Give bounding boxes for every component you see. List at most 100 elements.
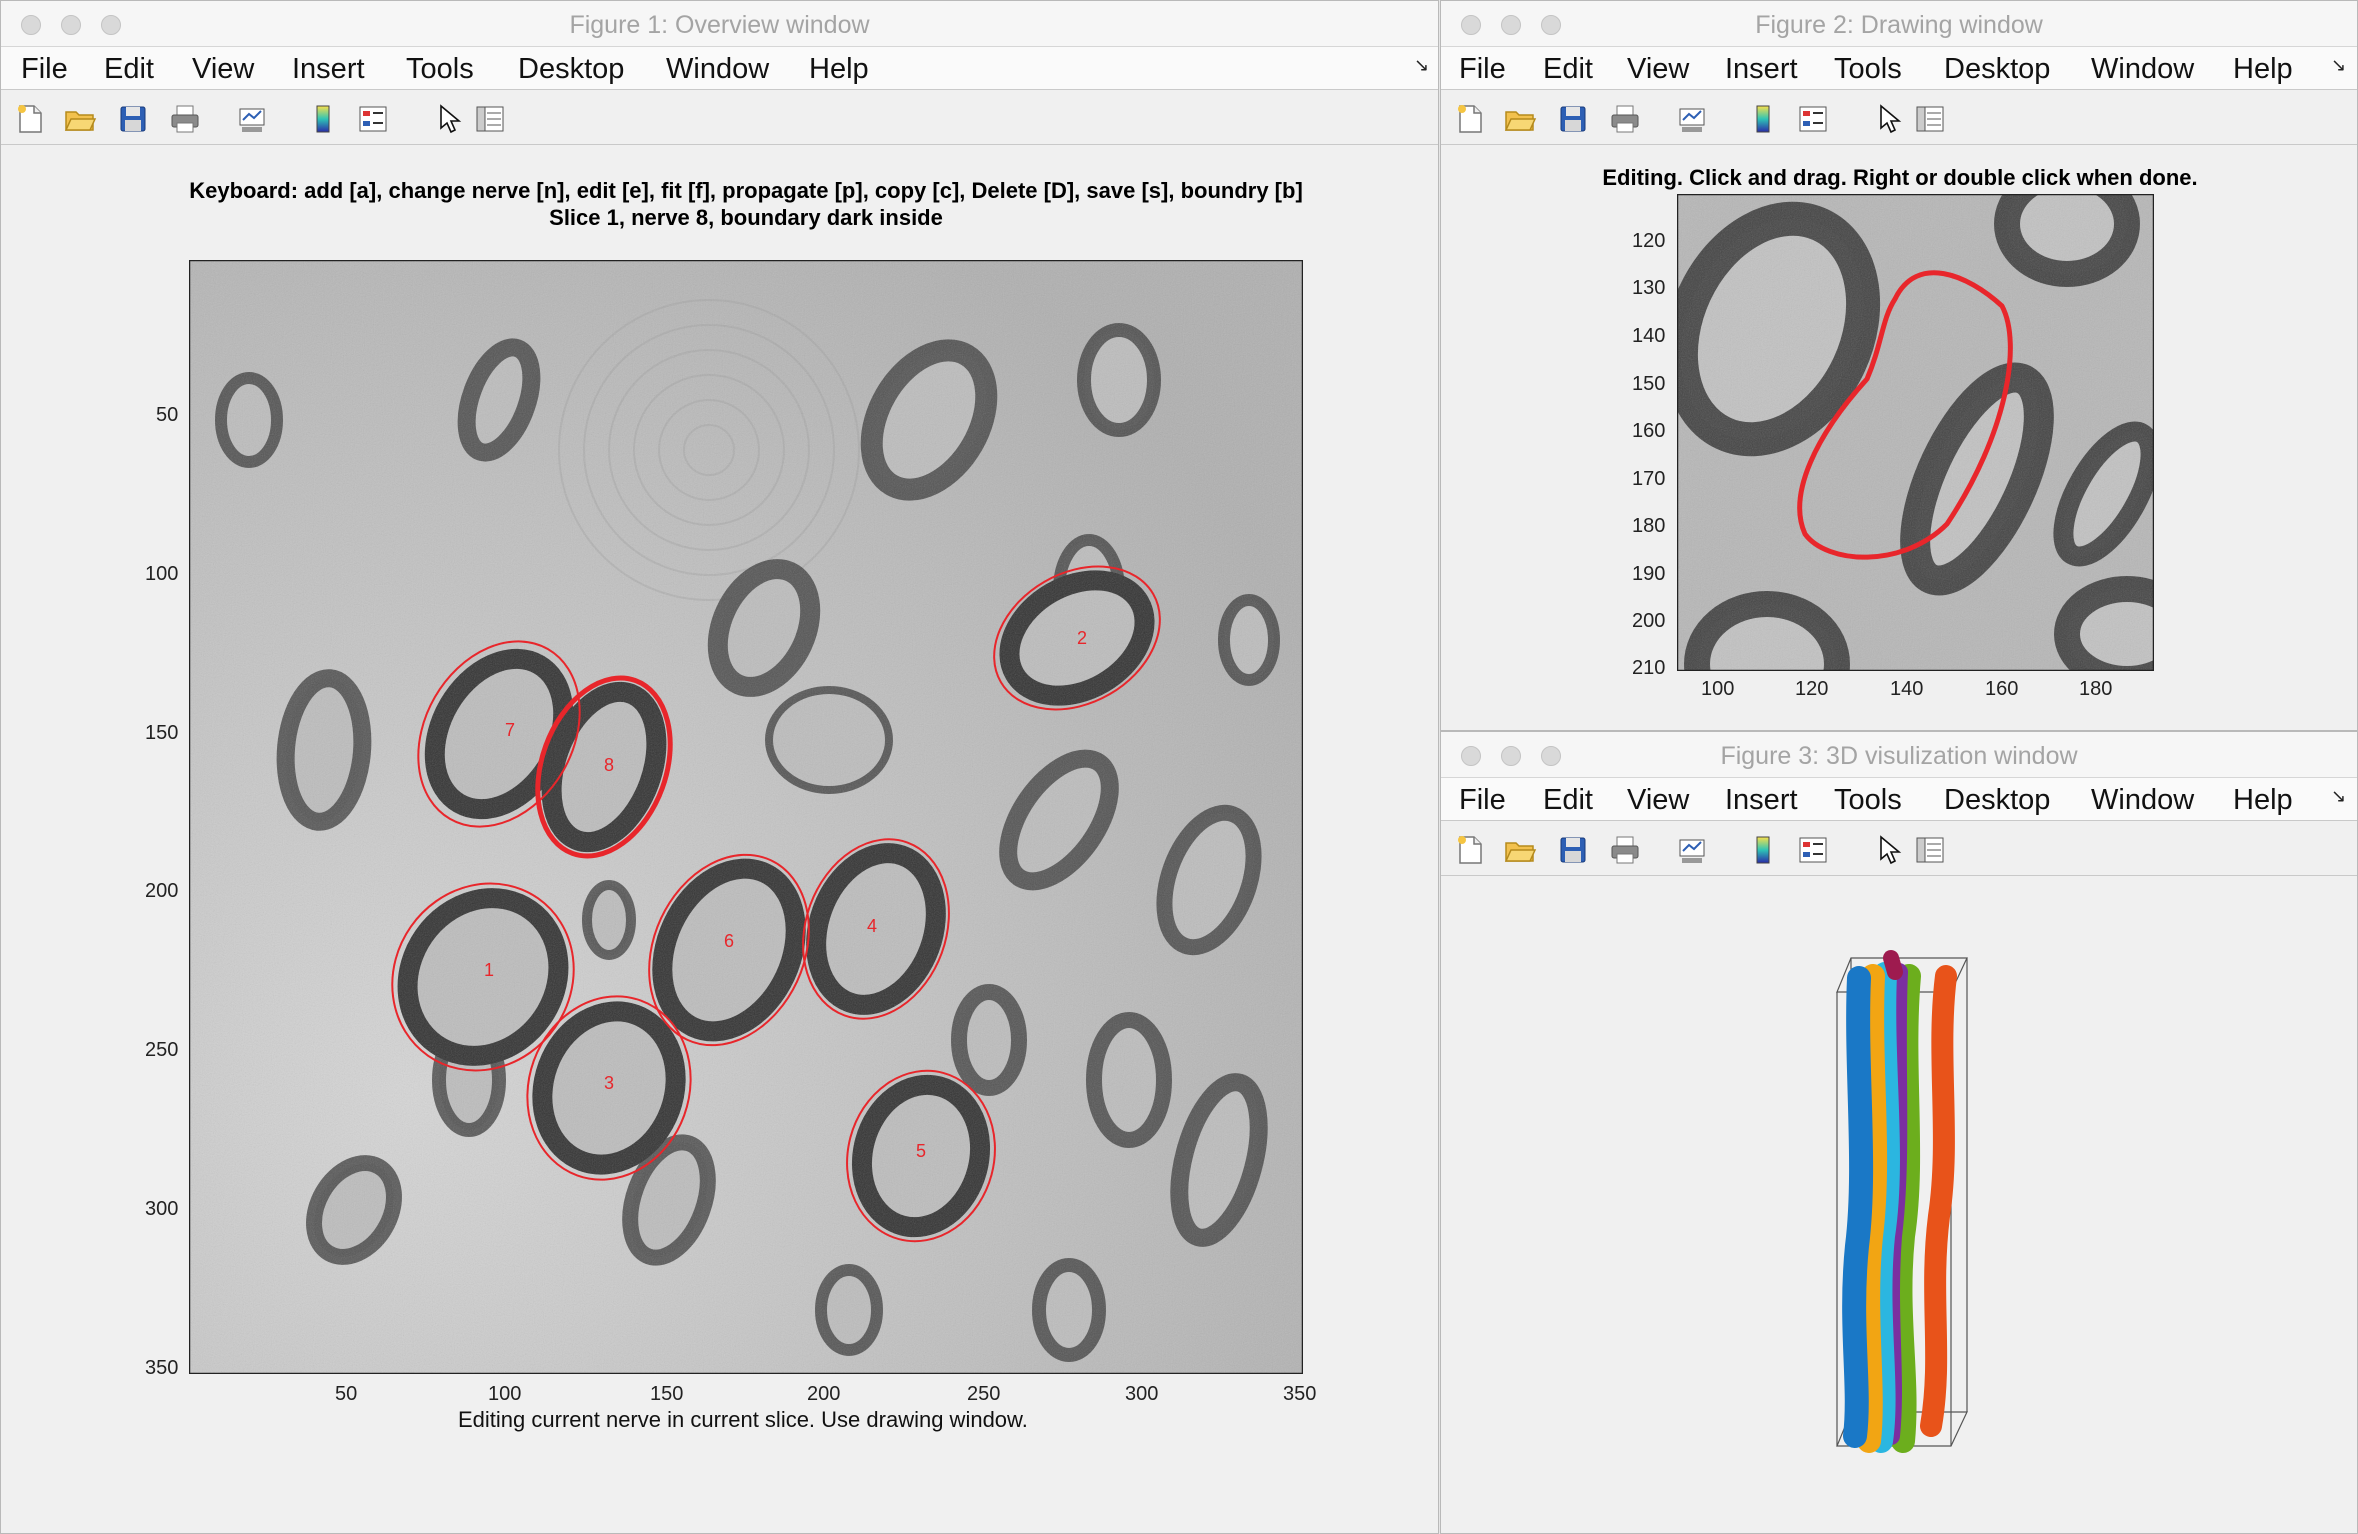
figure3-titlebar[interactable]: Figure 3: 3D visulization window xyxy=(1441,732,2357,778)
window-title: Figure 1: Overview window xyxy=(569,11,870,39)
colorbar-icon[interactable] xyxy=(306,102,340,136)
save-icon[interactable] xyxy=(1556,833,1590,867)
overview-image-axes[interactable]: 1 2 3 4 5 6 7 8 xyxy=(189,260,1303,1374)
menu-desktop[interactable]: Desktop xyxy=(1944,53,2051,85)
dock-arrow-icon[interactable]: ↘ xyxy=(1414,55,1430,75)
figure-toolbar xyxy=(1441,90,2357,145)
new-figure-icon[interactable] xyxy=(13,102,47,136)
close-button[interactable] xyxy=(1461,746,1481,766)
y-tick-label: 200 xyxy=(145,880,179,902)
axes-title-line1: Keyboard: add [a], change nerve [n], edi… xyxy=(189,178,1303,203)
zoom-button[interactable] xyxy=(1541,746,1561,766)
menu-bar: File Edit View Insert Tools Desktop Wind… xyxy=(1441,778,2357,821)
link-plot-icon[interactable] xyxy=(1675,833,1709,867)
x-tick-label: 140 xyxy=(1890,678,1924,700)
menu-window[interactable]: Window xyxy=(666,53,770,85)
tube-orange xyxy=(1920,965,1957,1437)
close-button[interactable] xyxy=(21,15,41,35)
legend-icon[interactable] xyxy=(1796,833,1830,867)
property-inspector-icon[interactable] xyxy=(1913,833,1947,867)
nerve-outline-3 xyxy=(526,995,692,1181)
x-tick-label: 350 xyxy=(1283,1383,1317,1405)
dock-arrow-icon[interactable]: ↘ xyxy=(2331,786,2347,806)
editing-outline xyxy=(1797,270,2013,560)
menu-file[interactable]: File xyxy=(1459,53,1506,85)
open-file-icon[interactable] xyxy=(1503,102,1537,136)
x-tick-label: 100 xyxy=(488,1383,522,1405)
menu-tools[interactable]: Tools xyxy=(406,53,474,85)
drawing-image-axes[interactable] xyxy=(1677,194,2154,671)
new-figure-icon[interactable] xyxy=(1453,102,1487,136)
open-file-icon[interactable] xyxy=(1503,833,1537,867)
new-figure-icon[interactable] xyxy=(1453,833,1487,867)
y-tick-label: 190 xyxy=(1632,563,1666,585)
menu-view[interactable]: View xyxy=(1627,53,1690,85)
close-button[interactable] xyxy=(1461,15,1481,35)
figure2-titlebar[interactable]: Figure 2: Drawing window xyxy=(1441,1,2357,47)
menu-desktop[interactable]: Desktop xyxy=(518,53,625,85)
menu-desktop[interactable]: Desktop xyxy=(1944,784,2051,816)
menu-window[interactable]: Window xyxy=(2091,53,2195,85)
save-icon[interactable] xyxy=(1556,102,1590,136)
menu-help[interactable]: Help xyxy=(2233,784,2293,816)
minimize-button[interactable] xyxy=(1501,746,1521,766)
x-tick-label: 200 xyxy=(807,1383,841,1405)
menu-file[interactable]: File xyxy=(1459,784,1506,816)
print-icon[interactable] xyxy=(168,102,202,136)
figure1-window: Figure 1: Overview window File Edit View… xyxy=(0,0,1439,1534)
colorbar-icon[interactable] xyxy=(1746,102,1780,136)
nerve-outline-5 xyxy=(846,1069,996,1243)
menu-edit[interactable]: Edit xyxy=(104,53,154,85)
menu-insert[interactable]: Insert xyxy=(292,53,365,85)
3d-visualization-axes[interactable] xyxy=(1811,936,2031,1476)
menu-edit[interactable]: Edit xyxy=(1543,784,1593,816)
figure1-titlebar[interactable]: Figure 1: Overview window xyxy=(1,1,1438,47)
menu-tools[interactable]: Tools xyxy=(1834,784,1902,816)
nerve-label-7: 7 xyxy=(505,720,515,740)
menu-file[interactable]: File xyxy=(21,53,68,85)
minimize-button[interactable] xyxy=(1501,15,1521,35)
y-tick-label: 300 xyxy=(145,1198,179,1220)
nerve-label-2: 2 xyxy=(1077,628,1087,648)
menu-insert[interactable]: Insert xyxy=(1725,784,1798,816)
menu-view[interactable]: View xyxy=(1627,784,1690,816)
link-plot-icon[interactable] xyxy=(235,102,269,136)
menu-view[interactable]: View xyxy=(192,53,255,85)
nerve-label-5: 5 xyxy=(916,1141,926,1161)
menu-tools[interactable]: Tools xyxy=(1834,53,1902,85)
legend-icon[interactable] xyxy=(356,102,390,136)
save-icon[interactable] xyxy=(116,102,150,136)
legend-icon[interactable] xyxy=(1796,102,1830,136)
menu-edit[interactable]: Edit xyxy=(1543,53,1593,85)
x-tick-label: 100 xyxy=(1701,678,1735,700)
zoom-button[interactable] xyxy=(1541,15,1561,35)
nerve-outline-2 xyxy=(993,565,1161,711)
pointer-icon[interactable] xyxy=(431,102,465,136)
window-title: Figure 3: 3D visulization window xyxy=(1720,742,2078,770)
link-plot-icon[interactable] xyxy=(1675,102,1709,136)
figure3-window: Figure 3: 3D visulization window File Ed… xyxy=(1440,731,2358,1534)
print-icon[interactable] xyxy=(1608,102,1642,136)
colorbar-icon[interactable] xyxy=(1746,833,1780,867)
y-tick-label: 140 xyxy=(1632,325,1666,347)
x-tick-label: 180 xyxy=(2079,678,2113,700)
minimize-button[interactable] xyxy=(61,15,81,35)
menu-help[interactable]: Help xyxy=(2233,53,2293,85)
open-file-icon[interactable] xyxy=(63,102,97,136)
dock-arrow-icon[interactable]: ↘ xyxy=(2331,55,2347,75)
menu-window[interactable]: Window xyxy=(2091,784,2195,816)
property-inspector-icon[interactable] xyxy=(473,102,507,136)
pointer-icon[interactable] xyxy=(1871,102,1905,136)
menu-help[interactable]: Help xyxy=(809,53,869,85)
nerve-label-4: 4 xyxy=(867,916,877,936)
zoom-button[interactable] xyxy=(101,15,121,35)
property-inspector-icon[interactable] xyxy=(1913,102,1947,136)
y-tick-label: 130 xyxy=(1632,277,1666,299)
nerve-label-3: 3 xyxy=(604,1073,614,1093)
print-icon[interactable] xyxy=(1608,833,1642,867)
pointer-icon[interactable] xyxy=(1871,833,1905,867)
status-text: Editing current nerve in current slice. … xyxy=(458,1407,1028,1432)
figure3-canvas xyxy=(1441,876,2357,1533)
menu-insert[interactable]: Insert xyxy=(1725,53,1798,85)
x-tick-label: 50 xyxy=(335,1383,358,1405)
